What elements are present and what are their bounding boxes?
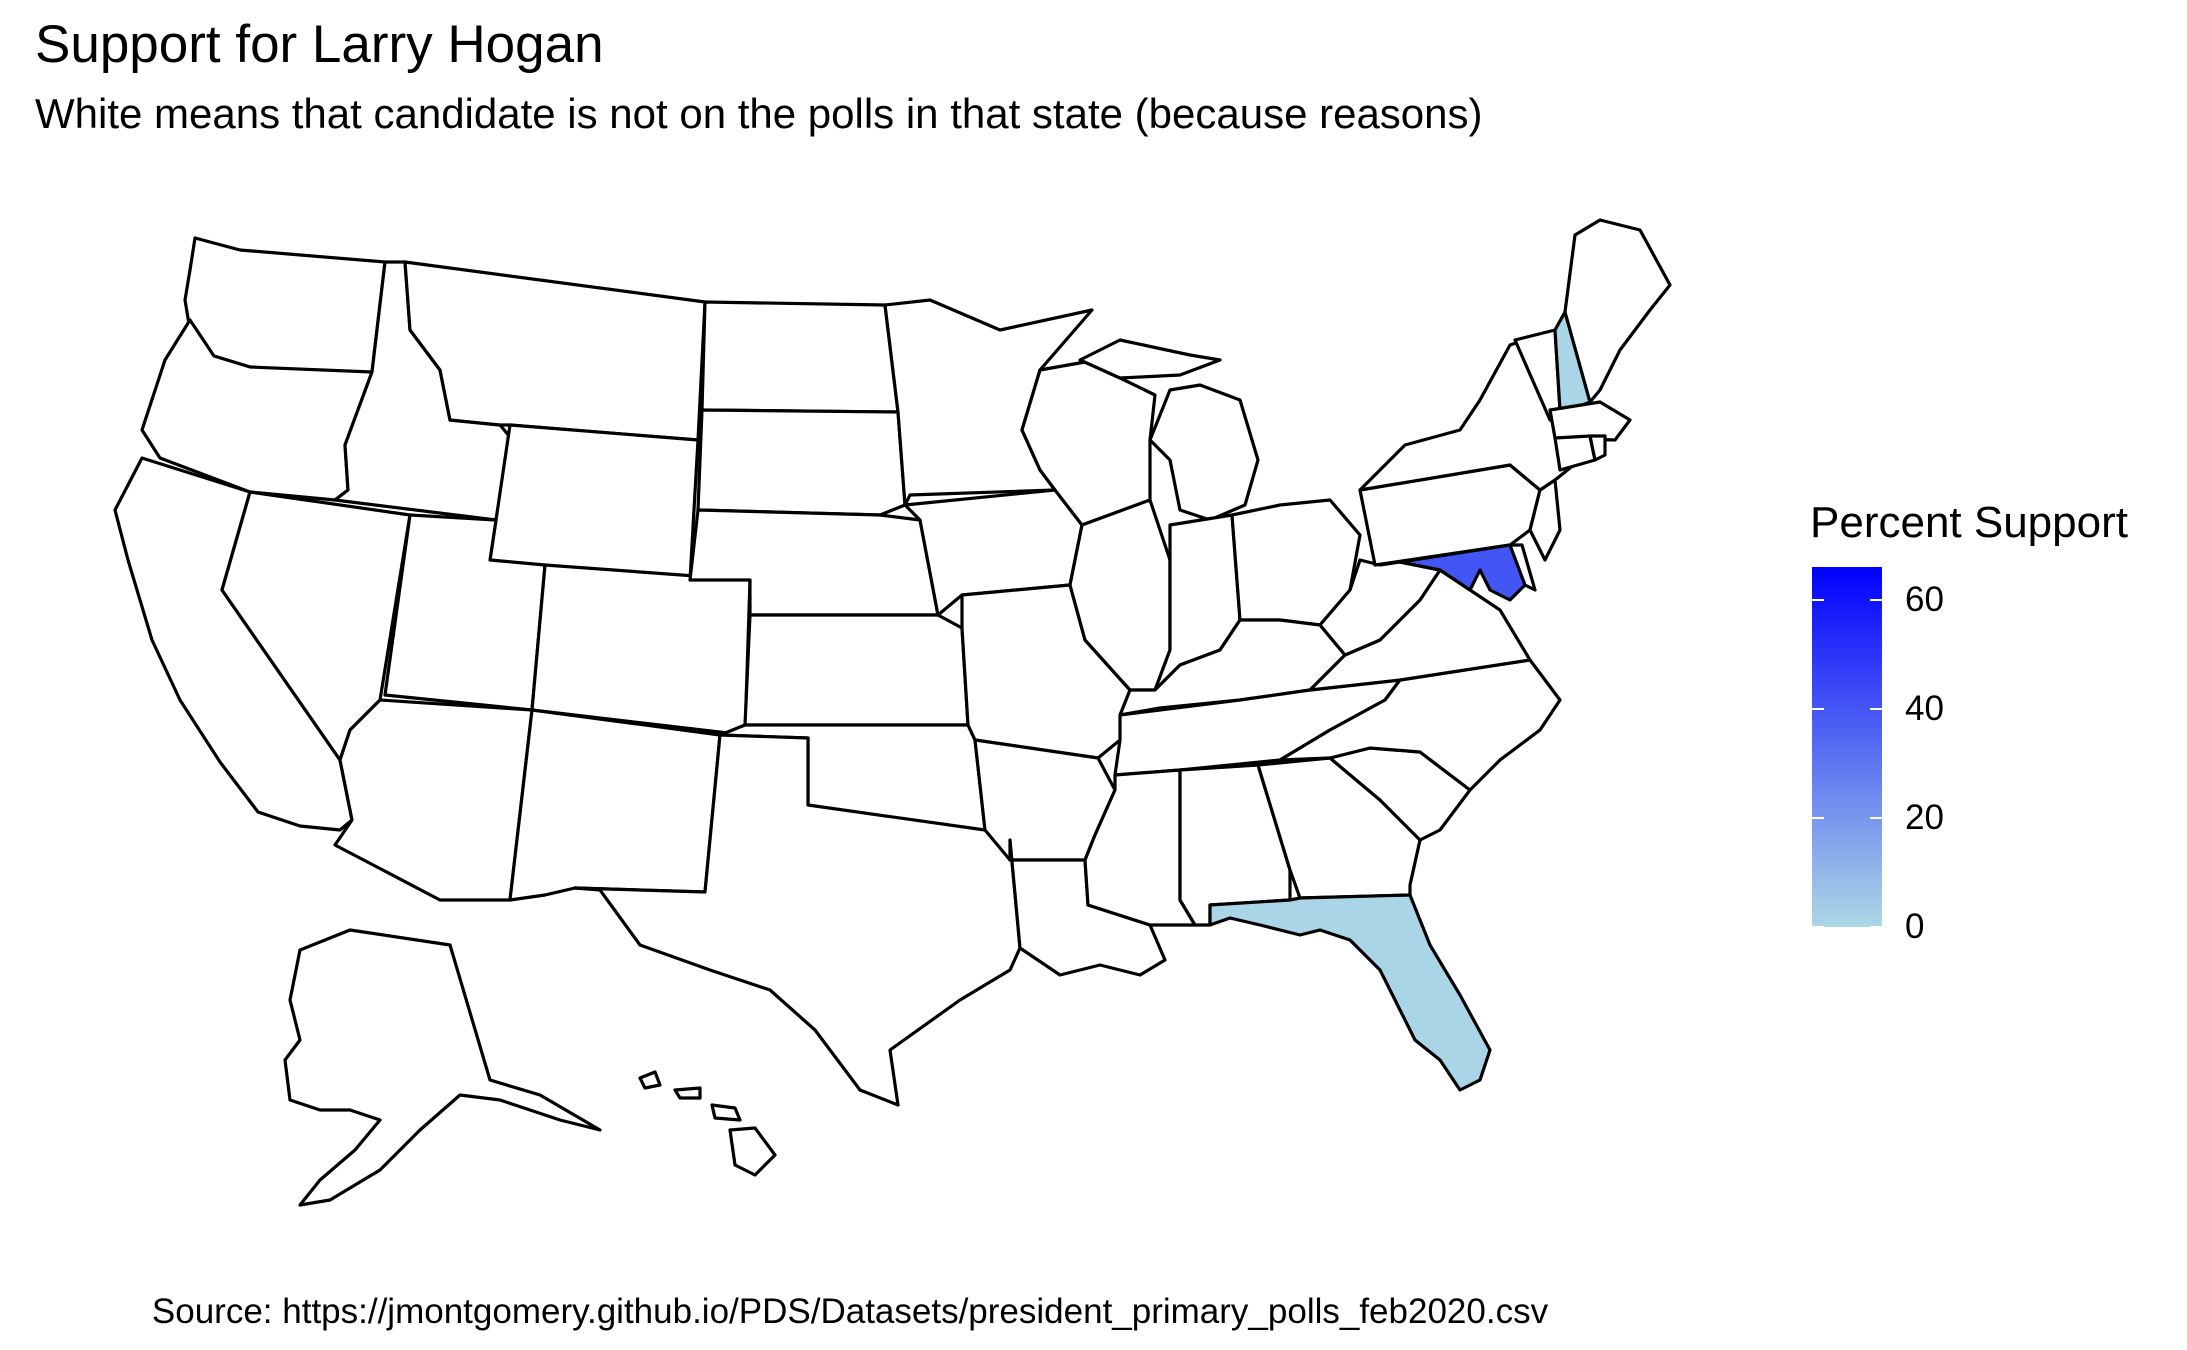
state-connecticut xyxy=(1555,436,1595,470)
state-hawaii-big xyxy=(730,1128,775,1175)
legend-tick-label: 60 xyxy=(1905,580,1944,620)
state-kansas xyxy=(745,615,968,725)
us-map xyxy=(0,0,1750,1260)
state-arizona xyxy=(335,700,532,900)
state-hawaii-b xyxy=(675,1088,700,1098)
legend-tick-mark xyxy=(1870,817,1882,819)
state-florida xyxy=(1210,895,1490,1090)
chart-caption: Source: https://jmontgomery.github.io/PD… xyxy=(0,1292,1700,1332)
legend-tick-label: 20 xyxy=(1905,798,1944,838)
state-new-mexico xyxy=(510,710,720,900)
legend-tick-mark xyxy=(1812,599,1824,601)
state-montana xyxy=(405,262,705,440)
legend-tick-mark xyxy=(1812,708,1824,710)
state-massachusetts xyxy=(1550,402,1630,440)
state-washington xyxy=(185,238,385,375)
legend-tick-mark xyxy=(1812,817,1824,819)
state-hawaii-a xyxy=(640,1072,660,1088)
state-hawaii-c xyxy=(712,1105,740,1120)
state-alaska xyxy=(285,930,600,1205)
legend-tick-mark xyxy=(1870,708,1882,710)
legend-title: Percent Support xyxy=(1810,498,2128,548)
legend-tick-label: 40 xyxy=(1905,689,1944,729)
legend-tick-mark xyxy=(1870,599,1882,601)
state-wyoming xyxy=(490,425,698,580)
legend-tick-label: 0 xyxy=(1905,907,1924,947)
state-north-dakota xyxy=(702,302,898,412)
legend-color-bar xyxy=(1812,567,1882,927)
legend-tick-mark xyxy=(1870,926,1882,928)
state-colorado xyxy=(532,565,750,735)
legend-tick-mark xyxy=(1812,926,1824,928)
state-south-dakota xyxy=(698,410,905,515)
